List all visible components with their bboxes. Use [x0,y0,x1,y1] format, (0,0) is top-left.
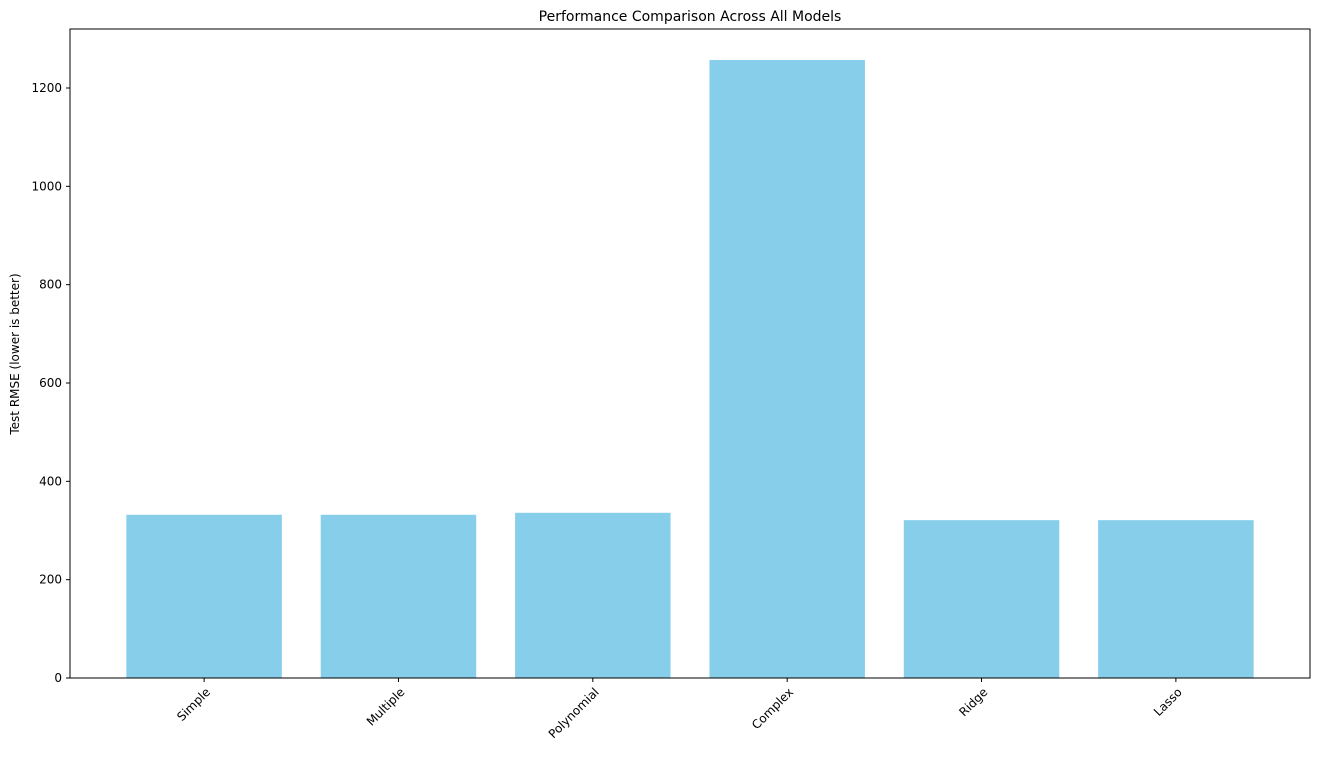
bar [903,520,1060,678]
bar [709,59,865,679]
x-tick-label: Simple [174,685,213,724]
bar [515,512,671,678]
y-tick-label: 1200 [31,81,62,95]
y-tick-label: 600 [39,376,62,390]
chart-title: Performance Comparison Across All Models [539,9,842,25]
y-tick-label: 400 [39,474,62,488]
x-tick-label: Multiple [364,685,408,729]
y-tick-label: 0 [54,671,62,685]
x-tick-label: Polynomial [546,685,602,741]
y-tick-label: 800 [39,278,62,292]
y-tick-label: 200 [39,573,62,587]
x-tick-label: Ridge [956,685,990,719]
bar [1098,520,1254,678]
x-tick-label: Lasso [1151,685,1185,719]
y-axis-label: Test RMSE (lower is better) [8,273,22,435]
bar [320,514,477,678]
y-tick-label: 1000 [31,179,62,193]
x-tick-label: Complex [749,685,796,732]
plot-frame [69,28,1311,679]
bar [126,514,282,678]
